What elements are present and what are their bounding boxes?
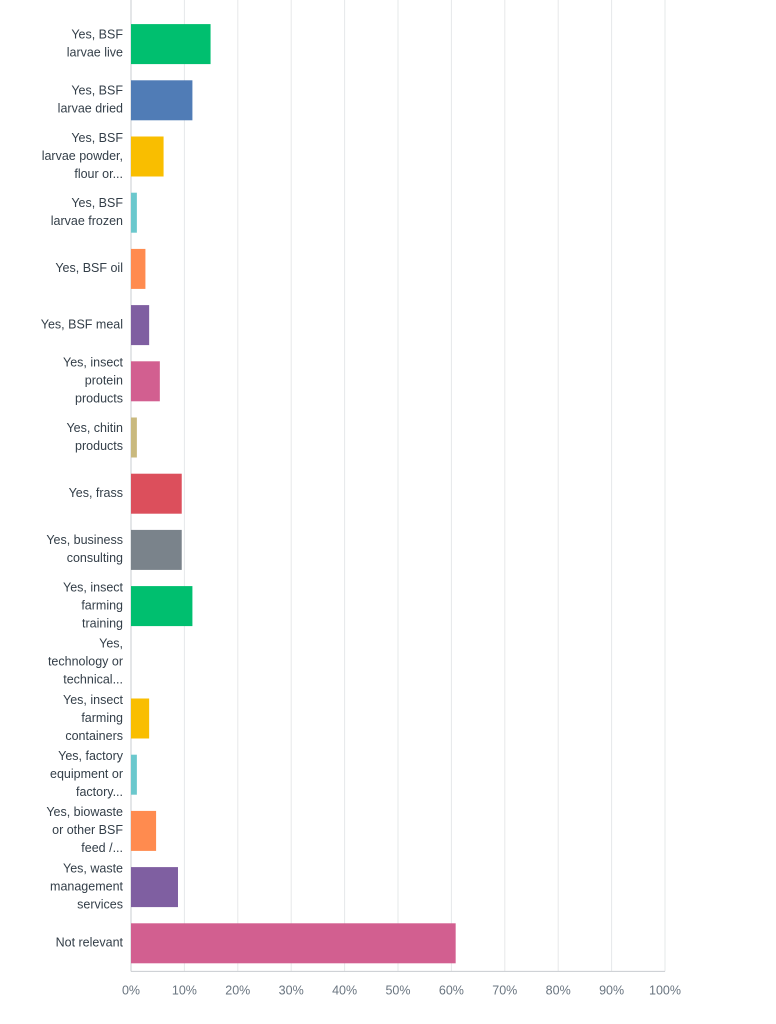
category-label: products — [75, 439, 123, 453]
bar — [131, 754, 137, 795]
bar — [131, 810, 157, 851]
x-tick-label: 60% — [439, 984, 464, 998]
x-tick-label: 40% — [332, 984, 357, 998]
bar — [131, 24, 211, 65]
x-tick-label: 10% — [172, 984, 197, 998]
category-label: Yes, factory — [58, 749, 124, 763]
category-label: larvae dried — [58, 102, 123, 116]
x-tick-label: 30% — [279, 984, 304, 998]
bar — [131, 867, 178, 908]
category-label: Yes, insect — [63, 693, 124, 707]
category-label: Yes, BSF meal — [41, 317, 123, 331]
bar — [131, 80, 193, 121]
category-label: larvae frozen — [51, 214, 123, 228]
category-label: Yes, chitin — [66, 421, 123, 435]
bar — [131, 698, 150, 739]
bar — [131, 417, 137, 458]
x-tick-label: 50% — [385, 984, 410, 998]
category-label: feed /... — [81, 841, 123, 855]
bar — [131, 136, 164, 177]
category-label: larvae powder, — [42, 149, 123, 163]
x-tick-label: 90% — [599, 984, 624, 998]
category-label: Yes, BSF — [71, 27, 123, 41]
category-label: Yes, frass — [69, 486, 123, 500]
category-label: protein — [85, 374, 123, 388]
gridlines — [130, 0, 666, 972]
category-label: consulting — [67, 551, 123, 565]
category-label: or other BSF — [52, 823, 123, 837]
bar — [131, 923, 456, 964]
category-label: Yes, insect — [63, 580, 124, 594]
category-labels: Yes, BSF larvae live Yes, BSF larvae dried Y… — [41, 27, 124, 949]
category-label: larvae live — [67, 45, 123, 59]
category-label: technology or — [48, 655, 123, 669]
bar — [131, 529, 182, 570]
category-label: flour or... — [74, 167, 123, 181]
category-label: Yes, insect — [63, 356, 124, 370]
x-tick-label: 0% — [122, 984, 140, 998]
category-label: containers — [65, 729, 123, 743]
category-label: equipment or — [50, 767, 123, 781]
category-label: training — [82, 616, 123, 630]
category-label: Yes, biowaste — [46, 805, 123, 819]
category-label: Yes, BSF oil — [55, 261, 123, 275]
category-label: services — [77, 897, 123, 911]
x-tick-label: 100% — [649, 984, 681, 998]
bar — [131, 248, 146, 289]
category-label: Yes, — [99, 637, 123, 651]
bar — [131, 473, 182, 514]
category-label: Yes, waste — [63, 861, 123, 875]
category-label: Not relevant — [56, 936, 124, 950]
category-label: management — [50, 879, 123, 893]
bar — [131, 192, 137, 233]
x-tick-label: 70% — [492, 984, 517, 998]
bar — [131, 305, 150, 346]
bars — [131, 24, 456, 964]
category-label: products — [75, 392, 123, 406]
bar — [131, 586, 193, 627]
category-label: Yes, BSF — [71, 131, 123, 145]
category-label: farming — [81, 711, 123, 725]
x-tick-label: 80% — [546, 984, 571, 998]
category-label: Yes, business — [46, 533, 123, 547]
category-label: Yes, BSF — [71, 84, 123, 98]
category-label: Yes, BSF — [71, 196, 123, 210]
x-tick-label: 20% — [225, 984, 250, 998]
category-label: factory... — [76, 785, 123, 799]
category-label: farming — [81, 598, 123, 612]
bar — [131, 361, 160, 402]
category-label: technical... — [63, 673, 123, 687]
x-axis-ticks: 0% 10% 20% 30% 40% 50% 60% 70% 80% 90% 100% — [122, 984, 681, 998]
